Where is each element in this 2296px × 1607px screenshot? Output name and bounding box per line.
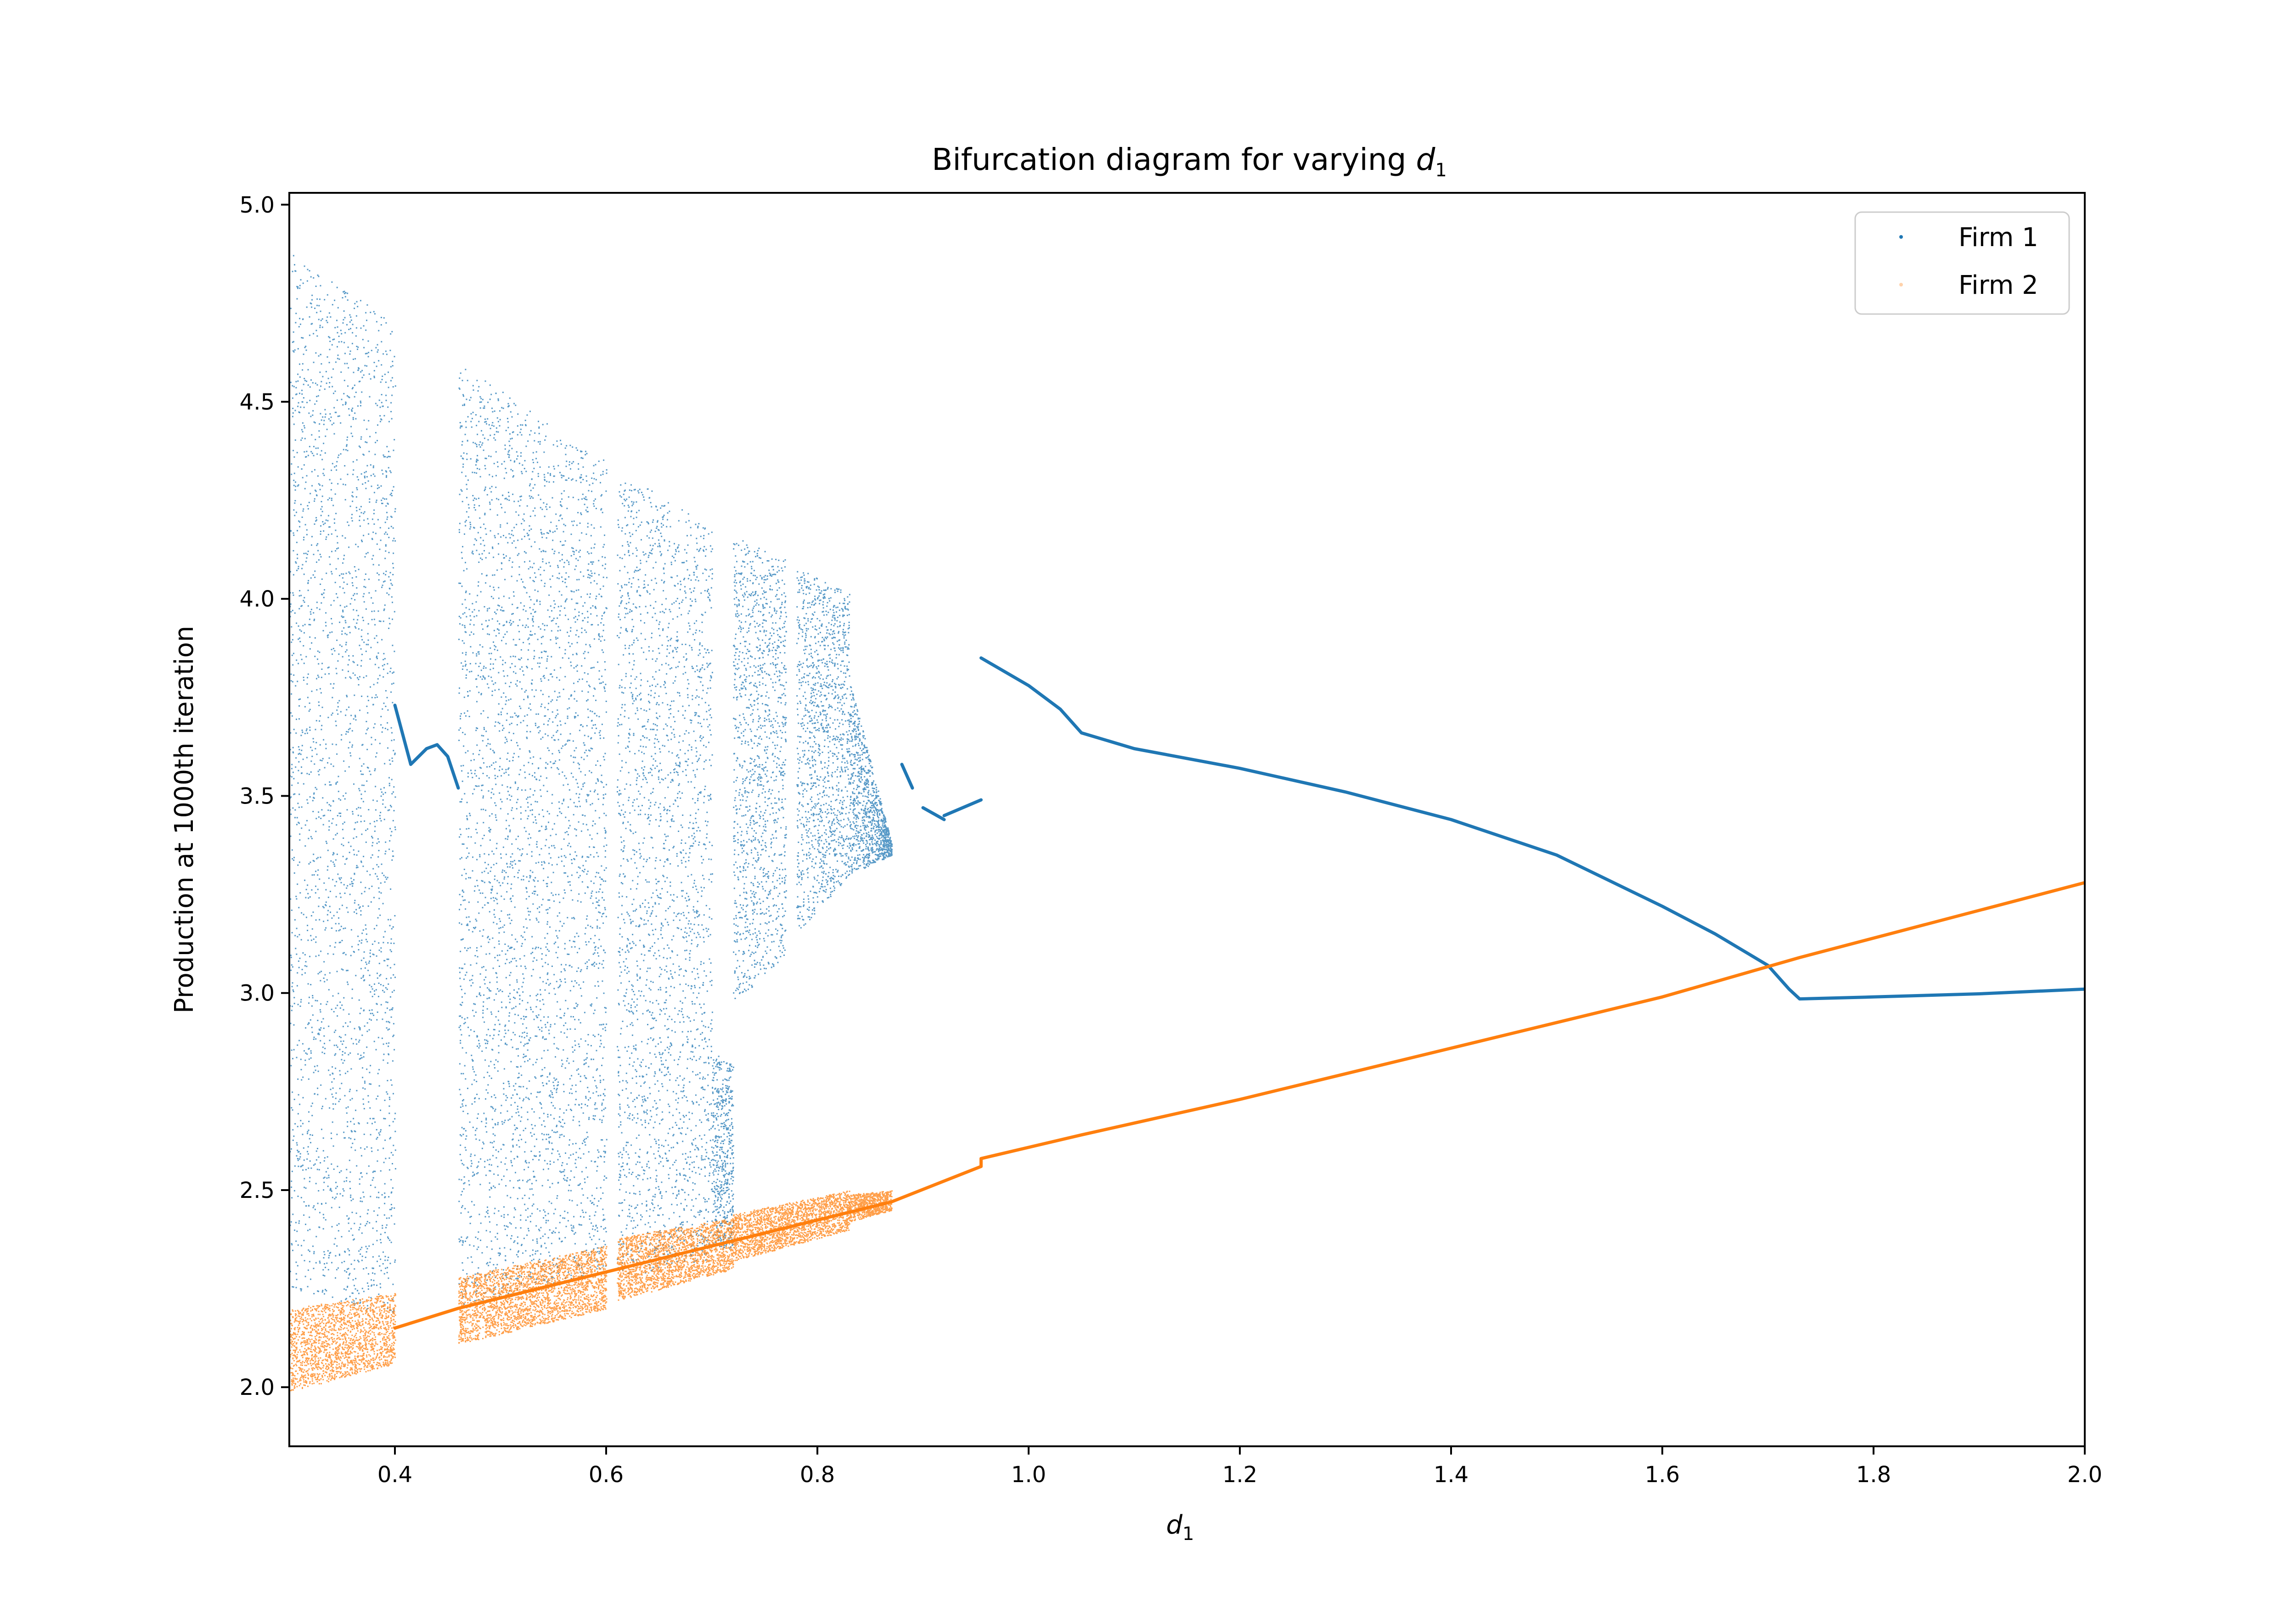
x-tick-label: 0.4 <box>377 1462 412 1488</box>
y-tick-label: 2.0 <box>240 1375 275 1400</box>
y-tick-label: 3.0 <box>240 981 275 1006</box>
x-tick-label: 1.8 <box>1856 1462 1891 1488</box>
x-tick-label: 1.4 <box>1434 1462 1469 1488</box>
firm-1-chaotic-band-1 <box>289 255 396 1313</box>
y-tick-label: 4.5 <box>240 389 275 415</box>
y-axis-label: Production at 1000th iteration <box>169 626 199 1013</box>
plot-marks <box>289 255 2085 1392</box>
firm-2-chaotic-band-5 <box>849 1190 893 1222</box>
firm-1-chaotic-band-6 <box>796 571 850 929</box>
y-tick-label: 5.0 <box>240 192 275 218</box>
legend-label-firm-2: Firm 2 <box>1958 270 2038 300</box>
y-tick-label: 3.5 <box>240 783 275 809</box>
firm-1-fragment-1 <box>900 763 914 790</box>
firm-1-chaotic-band-5 <box>733 540 787 999</box>
x-tick-label: 1.0 <box>1011 1462 1046 1488</box>
x-tick-label: 0.6 <box>589 1462 624 1488</box>
y-tick-label: 4.0 <box>240 586 275 612</box>
legend-box <box>1854 211 2070 315</box>
y-axis: 2.0 2.5 3.0 3.5 4.0 4.5 5.0 <box>240 192 289 1400</box>
firm-1-fixed-point-curve <box>979 656 2085 1001</box>
x-tick-label: 2.0 <box>2067 1462 2102 1488</box>
firm-2-chaotic-band-3 <box>617 1218 734 1301</box>
firm-1-fragment-3 <box>942 798 983 817</box>
y-tick-label: 2.5 <box>240 1178 275 1203</box>
x-tick-label: 1.2 <box>1222 1462 1257 1488</box>
x-axis: 0.4 0.6 0.8 1.0 1.2 1.4 1.6 1.8 2.0 <box>377 1446 2102 1488</box>
legend: Firm 1 Firm 2 <box>1854 211 2070 315</box>
x-tick-label: 0.8 <box>800 1462 835 1488</box>
series-firm-1-bands <box>289 255 893 1313</box>
firm-1-chaotic-band-4 <box>712 1056 734 1249</box>
firm-2-equilibrium-line <box>393 881 2085 1330</box>
firm-1-chaotic-band-7 <box>849 686 893 874</box>
firm-1-chaotic-band-3 <box>617 483 713 1274</box>
firm-2-chaotic-band-1 <box>289 1293 396 1392</box>
chart-title: Bifurcation diagram for varying d1 <box>932 142 1447 181</box>
firm-1-periodic-curve <box>393 703 460 790</box>
x-axis-label: d1 <box>1166 1510 1194 1545</box>
firm-1-fragment-2 <box>921 806 946 821</box>
legend-marker-firm-1 <box>1899 235 1903 239</box>
legend-marker-firm-2 <box>1899 283 1903 287</box>
axes-frame <box>288 192 2086 1447</box>
firm-2-chaotic-band-2 <box>458 1246 608 1344</box>
legend-label-firm-1: Firm 1 <box>1958 223 2038 253</box>
x-tick-label: 1.6 <box>1645 1462 1680 1488</box>
